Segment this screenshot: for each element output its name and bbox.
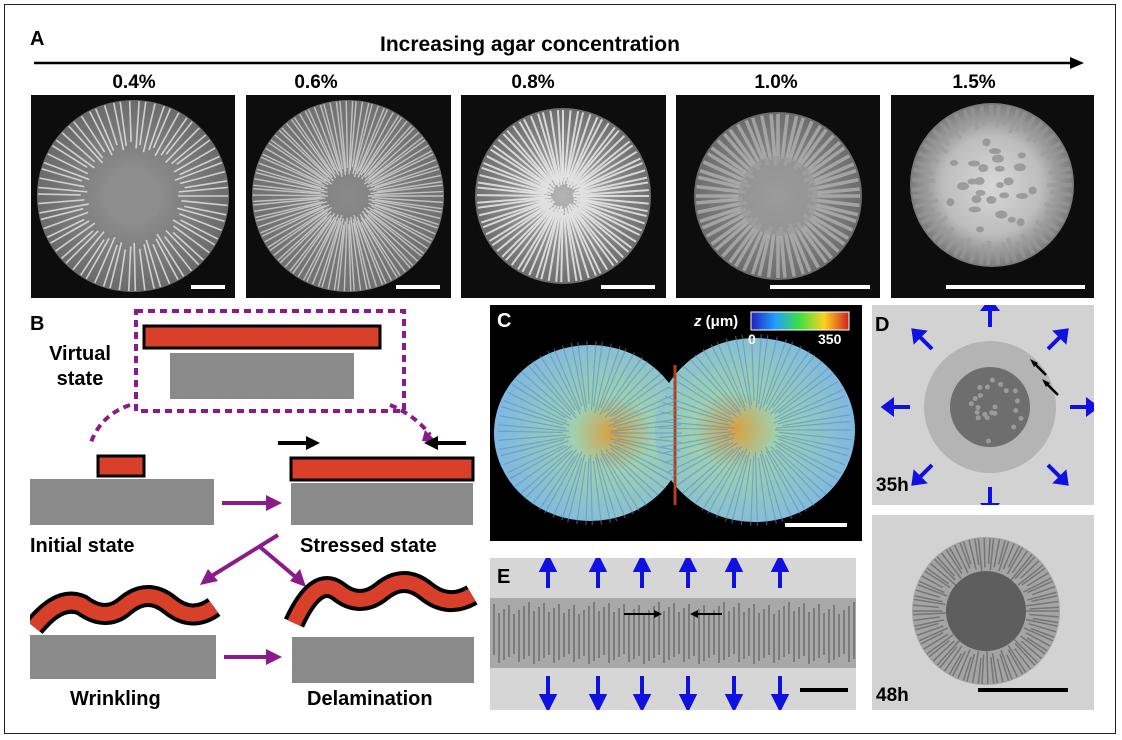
colorbar-label-unit: (μm) xyxy=(701,313,739,330)
colony-image-3 xyxy=(461,95,666,298)
colony-image-5 xyxy=(891,95,1094,270)
wrinkling-label: Wrinkling xyxy=(70,688,161,710)
scale-bar xyxy=(770,285,870,289)
panel-d-letter: D xyxy=(875,314,890,336)
scale-bar xyxy=(946,285,1085,289)
panel-a-title: Increasing agar concentration xyxy=(380,33,680,56)
concentration-label-4: 1.0% xyxy=(754,72,798,93)
colorbar-label: z (μm) xyxy=(694,313,738,330)
scale-bar xyxy=(800,688,848,692)
colorbar-label-var: z xyxy=(694,313,702,330)
colony-image-2 xyxy=(246,95,451,298)
panel-b-letter: B xyxy=(30,313,45,335)
delamination-label: Delamination xyxy=(307,688,433,710)
mechanics-schematic xyxy=(30,309,478,683)
time-label-35h: 35h xyxy=(876,475,909,496)
colony-image-1 xyxy=(31,95,235,298)
scale-bar xyxy=(978,688,1068,692)
concentration-label-5: 1.5% xyxy=(952,72,996,93)
scale-bar xyxy=(601,285,655,289)
concentration-label-2: 0.6% xyxy=(294,72,338,93)
time-label-48h: 48h xyxy=(876,685,909,706)
colony-image-5-bottom xyxy=(891,270,1094,298)
initial-state-label: Initial state xyxy=(30,535,135,557)
colorbar-min: 0 xyxy=(748,331,756,347)
virtual-state-line-1: Virtual xyxy=(49,343,111,365)
colorbar-max: 350 xyxy=(818,331,842,347)
panel-d-image-48h xyxy=(872,515,1094,710)
colony-image-4 xyxy=(676,95,880,298)
concentration-label-3: 0.8% xyxy=(511,72,555,93)
scale-bar xyxy=(191,285,225,289)
figure-frame xyxy=(4,4,1116,734)
stressed-state-label: Stressed state xyxy=(300,535,437,557)
virtual-state-line-2: state xyxy=(56,368,104,390)
concentration-label-1: 0.4% xyxy=(112,72,156,93)
panel-d-image-35h xyxy=(872,305,1094,505)
scale-bar xyxy=(396,285,440,289)
increasing-arrow xyxy=(34,57,1084,69)
panel-c-letter: C xyxy=(497,310,512,332)
virtual-state-label: Virtual state xyxy=(40,342,120,392)
panel-a-letter: A xyxy=(30,28,45,50)
scale-bar xyxy=(785,523,847,527)
panel-e-image xyxy=(490,558,856,710)
panel-c-3d-image xyxy=(490,305,862,541)
panel-e-letter: E xyxy=(497,566,511,588)
